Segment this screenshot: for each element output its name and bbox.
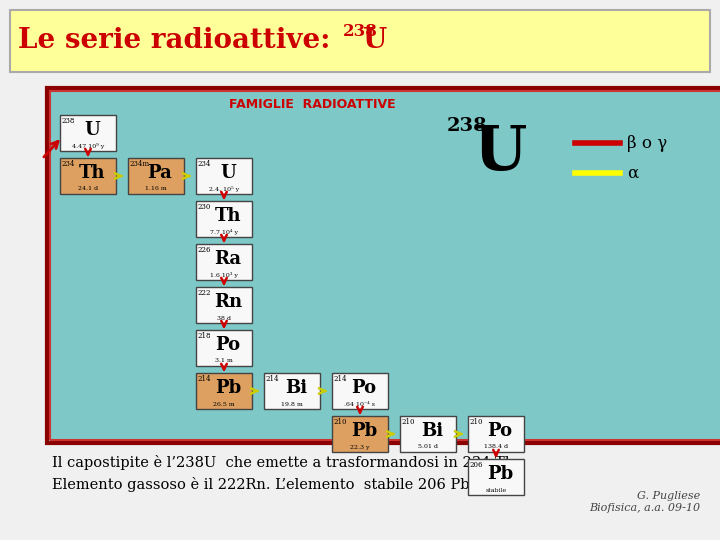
Bar [196,158,252,194]
Text: 210: 210 [402,418,415,426]
Text: 3.1 m: 3.1 m [215,359,233,363]
Text: Bi: Bi [285,379,307,397]
Text: 206: 206 [470,461,484,469]
Text: 214: 214 [266,375,279,383]
Bar [60,115,116,151]
Text: 234m: 234m [130,160,150,168]
Text: U: U [474,123,527,183]
Text: 2.4. 10⁵ y: 2.4. 10⁵ y [209,186,239,192]
Text: Po: Po [351,379,377,397]
Text: Th: Th [78,164,105,182]
Text: 230: 230 [198,203,212,211]
Text: U: U [84,121,100,139]
Text: Th: Th [215,207,241,225]
Text: Pb: Pb [351,422,377,440]
Text: α: α [627,165,638,181]
Bar [196,244,252,280]
Bar [468,459,524,495]
Bar [196,330,252,366]
Text: 238: 238 [446,117,487,135]
Text: U: U [220,164,236,182]
Bar [332,373,388,409]
Text: 22.3 y: 22.3 y [350,444,370,449]
Text: Po: Po [487,422,513,440]
Text: U: U [363,26,387,53]
Bar [468,416,524,452]
Text: 1.6 10³ y: 1.6 10³ y [210,272,238,278]
Text: 4.47 10⁹ y: 4.47 10⁹ y [72,143,104,149]
Text: 234: 234 [198,160,212,168]
Text: 24.1 d: 24.1 d [78,186,98,192]
Text: 138.4 d: 138.4 d [484,444,508,449]
Text: .64 10⁻⁴ s: .64 10⁻⁴ s [344,402,376,407]
Text: 234: 234 [62,160,76,168]
Bar [196,373,252,409]
Text: stabile: stabile [485,488,507,492]
Bar [60,158,116,194]
Text: Elemento gassoso è il 222Rn. L’elemento  stabile 206 Pb: Elemento gassoso è il 222Rn. L’elemento … [52,477,469,492]
Bar [400,416,456,452]
Bar [196,201,252,237]
Text: 210: 210 [334,418,348,426]
Text: 26.5 m: 26.5 m [213,402,235,407]
Text: Le serie radioattive:: Le serie radioattive: [18,26,340,53]
Text: 222: 222 [198,289,212,297]
Bar [10,10,710,72]
Text: 1.16 m: 1.16 m [145,186,167,192]
Text: G. Pugliese
Biofisica, a.a. 09-10: G. Pugliese Biofisica, a.a. 09-10 [589,491,700,513]
Text: 19.8 m: 19.8 m [281,402,303,407]
Bar [128,158,184,194]
Text: 214: 214 [198,375,212,383]
Text: 238: 238 [62,117,76,125]
Text: 5.01 d: 5.01 d [418,444,438,449]
Text: 226: 226 [198,246,212,254]
Text: Pb: Pb [215,379,241,397]
Text: Pb: Pb [487,465,513,483]
Text: 7.7 10⁴ y: 7.7 10⁴ y [210,229,238,235]
Bar [332,416,388,452]
Text: Bi: Bi [421,422,443,440]
Text: β o γ: β o γ [627,134,667,152]
Text: Il capostipite è l’238U  che emette a trasformandosi in 234 Th.: Il capostipite è l’238U che emette a tra… [52,456,519,470]
Text: 238: 238 [343,23,378,39]
Text: Po: Po [215,336,240,354]
Text: Ra: Ra [215,250,241,268]
Bar [196,287,252,323]
Text: Pa: Pa [148,164,172,182]
Text: Rn: Rn [214,293,242,311]
Bar [47,88,720,443]
Bar [50,91,720,440]
Text: 210: 210 [470,418,484,426]
Text: 214: 214 [334,375,348,383]
Bar [264,373,320,409]
Text: FAMIGLIE  RADIOATTIVE: FAMIGLIE RADIOATTIVE [230,98,396,111]
Text: 218: 218 [198,332,212,340]
Text: 38 d: 38 d [217,315,231,321]
